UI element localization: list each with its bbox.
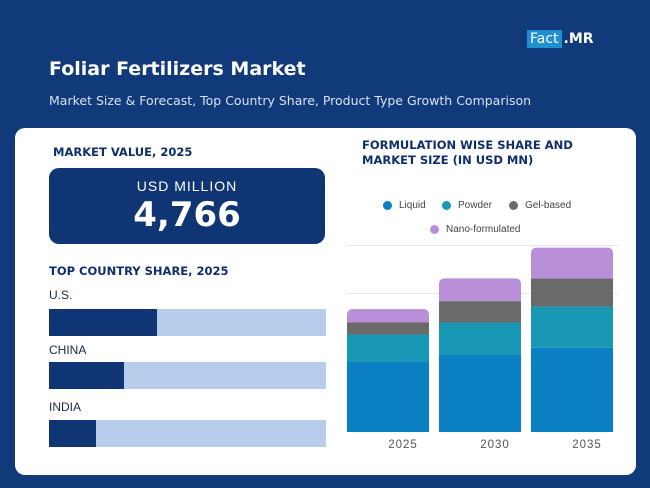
legend-item-powder: Powder	[442, 200, 492, 211]
legend-dot-nano	[430, 225, 439, 234]
bar-2030-nano-formulated	[439, 278, 521, 302]
bar-2025-nano-formulated	[347, 309, 429, 323]
country-share-heading: TOP COUNTRY SHARE, 2025	[49, 264, 229, 278]
page-title: Foliar Fertilizers Market	[49, 58, 306, 80]
legend-label-liquid: Liquid	[399, 200, 426, 211]
country-bar-china	[49, 362, 326, 389]
bar-2030-gel-based	[439, 301, 521, 323]
country-bar-us	[49, 309, 326, 336]
market-value-number: 4,766	[133, 195, 241, 235]
x-tick-label-2025: 2025	[388, 439, 418, 451]
brand-logo-part2: .MR	[563, 31, 594, 47]
bar-2035-nano-formulated	[531, 247, 613, 279]
brand-logo-part1: Fact	[527, 30, 562, 48]
brand-logo: Fact .MR	[527, 30, 594, 48]
country-bar-fill-china	[49, 362, 124, 389]
country-label-us: U.S.	[49, 288, 73, 302]
country-label-india: INDIA	[49, 400, 82, 414]
country-bar-fill-us	[49, 309, 158, 336]
legend-label-nano: Nano-formulated	[446, 224, 521, 235]
market-value-heading: MARKET VALUE, 2025	[53, 145, 193, 159]
legend-item-gel: Gel-based	[509, 200, 571, 211]
legend-dot-powder	[442, 201, 451, 210]
bar-2030-liquid	[439, 354, 521, 432]
legend-dot-gel	[509, 201, 518, 210]
bar-2025-liquid	[347, 361, 429, 432]
bar-2030-powder	[439, 322, 521, 355]
legend-item-nano: Nano-formulated	[430, 224, 520, 235]
legend-item-liquid: Liquid	[383, 200, 426, 211]
legend-label-powder: Powder	[458, 200, 492, 211]
formulation-chart: 2025 2030 2035	[347, 245, 618, 451]
country-bar-fill-india	[49, 420, 97, 447]
legend-label-gel: Gel-based	[525, 200, 572, 211]
country-label-china: CHINA	[49, 343, 87, 357]
x-tick-label-2035: 2035	[572, 439, 602, 451]
bar-2035-powder	[531, 306, 613, 348]
country-bar-india	[49, 420, 326, 447]
legend-dot-liquid	[383, 201, 392, 210]
market-value-unit: USD MILLION	[136, 178, 238, 194]
market-value-box: USD MILLION 4,766	[49, 168, 325, 244]
page-subtitle: Market Size & Forecast, Top Country Shar…	[49, 93, 532, 108]
bar-2035-gel-based	[531, 278, 613, 307]
bar-2035-liquid	[531, 347, 613, 432]
bar-2025-powder	[347, 334, 429, 362]
bar-2025-gel-based	[347, 322, 429, 335]
x-tick-label-2030: 2030	[480, 439, 510, 451]
formulation-heading-line2: MARKET SIZE (IN USD MN)	[362, 153, 534, 167]
formulation-heading-line1: FORMULATION WISE SHARE AND	[362, 138, 573, 152]
